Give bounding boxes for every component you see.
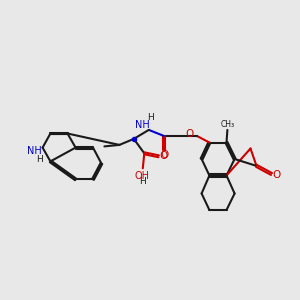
Text: H: H [36,154,43,164]
Text: NH: NH [135,119,150,130]
Text: CH₃: CH₃ [220,120,235,129]
Text: O: O [185,129,193,140]
Text: O: O [160,151,168,161]
Text: O: O [160,150,169,160]
Text: NH: NH [27,146,42,156]
Text: H: H [139,177,146,186]
Text: H: H [147,113,154,122]
Text: OH: OH [135,171,150,181]
Text: O: O [273,170,281,181]
